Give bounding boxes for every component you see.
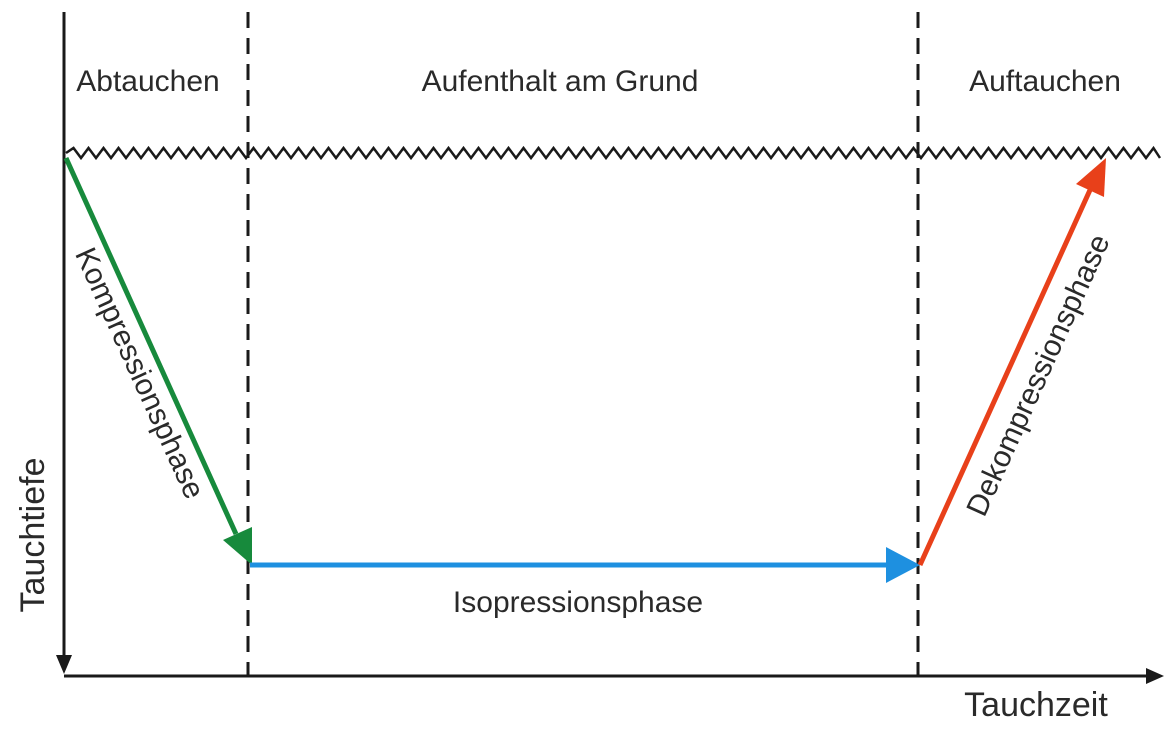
- x-axis-arrowhead: [1146, 668, 1164, 684]
- compression-phase-label: Kompressionsphase: [68, 243, 210, 504]
- axes: [56, 12, 1164, 684]
- decompression-arrow: [917, 158, 1106, 567]
- isopression-phase-label: Isopressionsphase: [453, 586, 703, 619]
- section-ascent-label: Auftauchen: [969, 65, 1121, 98]
- compression-arrow-head: [223, 527, 252, 565]
- decompression-arrow-head: [1076, 158, 1106, 197]
- compression-arrow: [63, 156, 252, 565]
- section-descent-label: Abtauchen: [76, 65, 219, 98]
- water-surface-line: [65, 145, 1162, 161]
- section-bottom-label: Aufenthalt am Grund: [422, 65, 699, 98]
- y-axis-arrowhead: [56, 655, 72, 674]
- x-axis-title: Tauchzeit: [964, 686, 1108, 724]
- isopression-arrow-head: [886, 547, 920, 583]
- phase-dividers: [246, 12, 920, 676]
- y-axis-title: Tauchtiefe: [14, 458, 52, 613]
- decompression-arrow-shaft: [917, 188, 1093, 567]
- compression-arrow-shaft: [63, 156, 239, 536]
- isopression-arrow: [250, 547, 920, 583]
- decompression-phase-label: Dekompressionsphase: [961, 230, 1117, 522]
